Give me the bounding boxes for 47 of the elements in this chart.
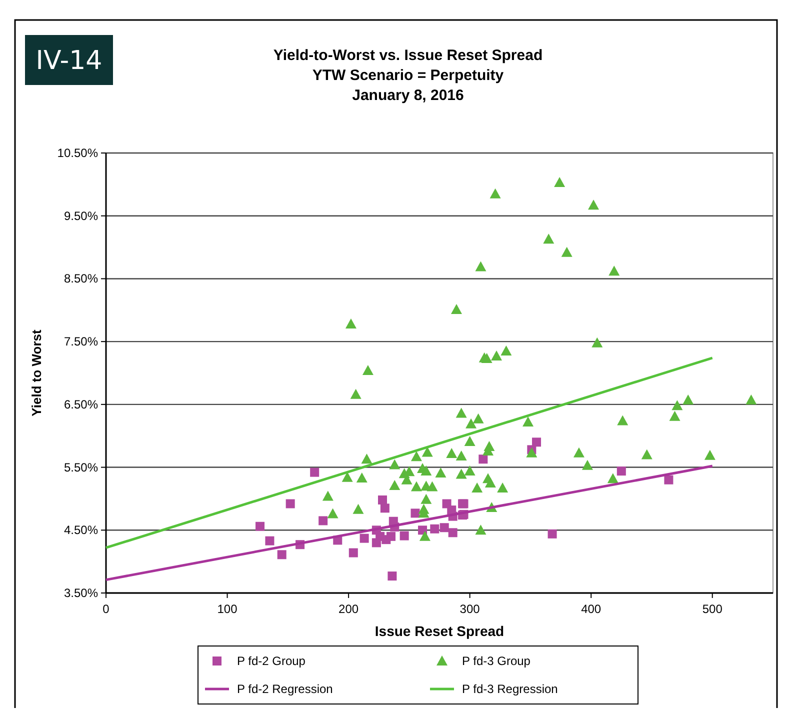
point — [256, 522, 265, 531]
x-axis-title: Issue Reset Spread — [374, 623, 504, 639]
point — [380, 504, 390, 513]
point — [286, 499, 295, 508]
point — [360, 534, 369, 543]
legend-label: P fd-3 Regression — [462, 682, 558, 696]
point — [372, 538, 381, 548]
chart-subtitle: YTW Scenario = Perpetuity January 8, 2016 — [312, 67, 504, 104]
point — [318, 516, 328, 526]
text: IV-14 — [36, 46, 102, 76]
point — [440, 523, 449, 532]
point — [310, 468, 320, 477]
y-tick-label: 6.50% — [64, 397, 98, 412]
y-tick-label: 4.50% — [64, 523, 98, 538]
point — [388, 572, 397, 581]
point — [265, 536, 274, 546]
point — [616, 466, 626, 476]
chart-title: Yield-to-Worst vs. Issue Reset Spread — [273, 47, 543, 64]
legend-label: P fd-3 Group — [462, 654, 531, 668]
point — [410, 508, 420, 518]
y-axis-title: Yield to Worst — [29, 328, 44, 416]
y-tick-label: 5.50% — [64, 460, 98, 474]
point — [430, 524, 440, 534]
point — [378, 495, 387, 504]
y-tick-label: 9.50% — [64, 208, 98, 223]
x-tick-label: 0 — [102, 602, 110, 616]
x-tick-label: 200 — [338, 602, 359, 616]
point — [277, 550, 286, 560]
point — [448, 528, 458, 538]
point — [348, 548, 358, 558]
y-tick-label: 10.50% — [57, 146, 98, 160]
point — [664, 475, 674, 484]
point — [418, 526, 428, 535]
point — [386, 532, 396, 541]
x-tick-label: 500 — [702, 602, 723, 616]
point — [400, 531, 409, 540]
y-tick-label: 3.50% — [64, 586, 98, 600]
point — [532, 438, 542, 447]
legend-label: P fd-2 Group — [237, 654, 306, 668]
point — [548, 529, 557, 538]
x-tick-label: 300 — [460, 602, 480, 616]
y-tick-label: 7.50% — [64, 334, 98, 349]
x-tick-label: 400 — [581, 602, 602, 616]
x-tick-label: 100 — [217, 602, 238, 616]
point — [478, 454, 488, 464]
legend-label: P fd-2 Regression — [237, 682, 333, 696]
y-tick-label: 8.50% — [64, 272, 98, 286]
